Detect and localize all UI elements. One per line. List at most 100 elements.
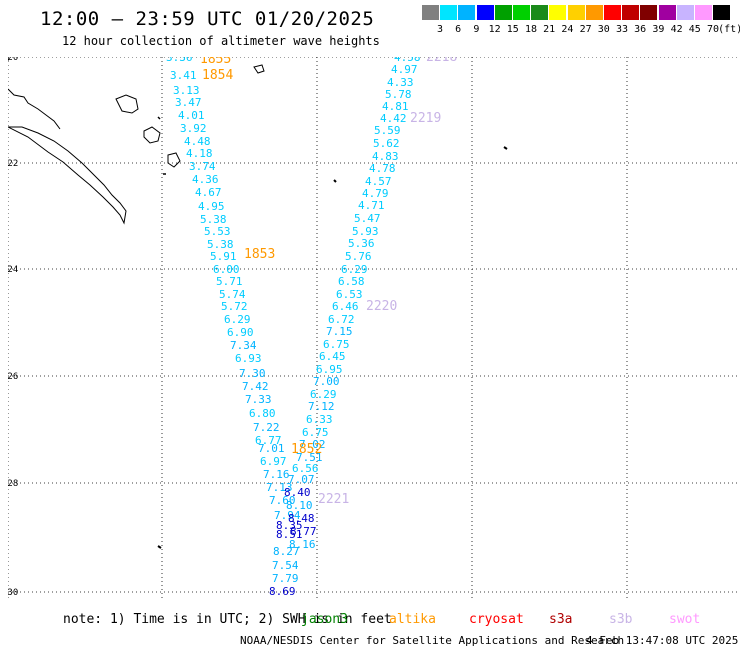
wave-height-label: 6.93	[235, 352, 262, 365]
wave-height-label: 4.58	[394, 57, 421, 64]
wave-height-label: 6.58	[338, 275, 365, 288]
wave-height-label: 6.45	[319, 350, 346, 363]
coastline	[8, 57, 508, 549]
wave-height-label: 3.74	[189, 160, 216, 173]
wave-height-label: 3.36	[166, 57, 193, 64]
scale-swatch	[658, 5, 676, 20]
wave-height-label: 7.00	[313, 375, 340, 388]
scale-label: 6	[455, 24, 462, 35]
wave-height-label: 8.10	[286, 499, 313, 512]
scale-label: 30	[597, 24, 610, 35]
wave-height-label: 5.59	[374, 124, 401, 137]
map-subtitle: 12 hour collection of altimeter wave hei…	[62, 34, 380, 48]
scale-label: 21	[543, 24, 556, 35]
wave-height-label: 4.95	[198, 200, 225, 213]
wave-height-label: 4.78	[369, 162, 396, 175]
scale-label: 12	[488, 24, 501, 35]
note-text: note: 1) Time is in UTC; 2) SWH is in fe…	[63, 612, 392, 627]
islet-b	[333, 179, 337, 183]
scale-label: 70	[706, 24, 720, 35]
scale-swatch	[676, 5, 694, 20]
pass-time-label: 2219	[410, 111, 441, 126]
wave-height-label: 3.41	[170, 69, 197, 82]
footer-timestamp: 4 Feb 13:47:08 UTC 2025	[586, 634, 739, 647]
scale-label: 39	[652, 24, 665, 35]
wave-height-label: 4.18	[186, 147, 213, 160]
footer-credit: NOAA/NESDIS Center for Satellite Applica…	[240, 634, 625, 647]
wave-height-label: 8.35	[276, 519, 303, 532]
scale-swatch	[695, 5, 712, 20]
pass-time-label: 2218	[426, 57, 457, 65]
wave-height-label: 6.77	[255, 434, 282, 447]
scale-label: 42	[670, 24, 683, 35]
wave-height-label: 7.42	[242, 380, 269, 393]
wave-height-label: 7.30	[239, 367, 266, 380]
pass-time-label: 1855	[200, 57, 231, 67]
wave-height-label: 6.00	[213, 263, 240, 276]
wave-height-label: 4.67	[195, 186, 222, 199]
lat-tick-label: -22	[8, 159, 18, 169]
scale-swatch	[531, 5, 549, 20]
wave-height-label: 4.01	[178, 109, 205, 122]
islet-e	[157, 116, 161, 120]
wave-height-label: 7.60	[269, 494, 296, 507]
wave-height-label: 6.29	[310, 388, 337, 401]
scale-label: 9	[473, 24, 480, 35]
wave-height-label: 7.13	[266, 481, 293, 494]
scale-swatch	[549, 5, 567, 20]
wave-height-label: 7.33	[245, 393, 272, 406]
wave-height-label: 6.53	[336, 288, 363, 301]
sat-swot: swot	[669, 612, 701, 627]
wave-height-label: 5.76	[345, 250, 372, 263]
wave-height-label: 3.47	[175, 96, 202, 109]
new-caledonia-island	[8, 126, 127, 225]
pass-time-label: 2221	[318, 492, 349, 507]
lat-lon-grid	[8, 57, 740, 600]
wave-height-label: 7.15	[326, 325, 353, 338]
wave-height-label: 6.75	[323, 338, 350, 351]
sat-s3a: s3a	[549, 612, 573, 627]
sat-jason3: jason3	[301, 612, 348, 627]
wave-height-label: 6.90	[227, 326, 254, 339]
small-isle-1	[253, 64, 265, 74]
wave-height-label: 7.12	[308, 400, 335, 413]
wave-height-label: 4.48	[184, 135, 211, 148]
lat-tick-label: -20	[8, 57, 18, 63]
coast-west	[8, 88, 61, 130]
wave-height-label: 4.79	[362, 187, 389, 200]
scale-swatch	[422, 5, 439, 20]
wave-height-label: 5.62	[373, 137, 400, 150]
wave-height-label: 7.02	[299, 438, 326, 451]
sat-altika: altika	[389, 612, 436, 627]
wave-height-label: 8.40	[284, 486, 311, 499]
wave-height-label: 5.93	[352, 225, 379, 238]
pass-time-label: 1853	[244, 247, 275, 262]
wave-height-label: 4.57	[365, 175, 392, 188]
wave-height-label: 5.72	[221, 300, 248, 313]
wave-height-label: 6.29	[341, 263, 368, 276]
scale-label: 3	[436, 24, 444, 35]
wave-height-label: 7.07	[288, 473, 315, 486]
wave-height-label: 6.80	[249, 407, 276, 420]
islet-c	[503, 146, 508, 150]
sat-s3b: s3b	[609, 612, 633, 627]
sat-cryosat: cryosat	[469, 612, 524, 627]
scale-swatch	[513, 5, 530, 20]
wave-height-label: 6.72	[328, 313, 355, 326]
axis-tick-labels: -20-22-24-26-28-30165168171174177	[8, 57, 18, 598]
wave-height-label: 4.33	[387, 76, 414, 89]
wave-height-label: 6.75	[302, 426, 329, 439]
wave-height-label: 5.78	[385, 88, 412, 101]
lat-tick-label: -28	[8, 479, 18, 489]
lat-tick-label: -30	[8, 588, 18, 598]
wave-height-label: 5.74	[219, 288, 246, 301]
wave-height-label: 4.36	[192, 173, 219, 186]
wave-height-label: 7.01	[258, 442, 285, 455]
wave-height-label: 5.38	[207, 238, 234, 251]
wave-height-label: 7.79	[272, 572, 299, 585]
wave-height-label: 6.46	[332, 300, 359, 313]
pass-time-label: 2220	[366, 299, 397, 314]
wave-height-label: 7.51	[296, 451, 323, 464]
